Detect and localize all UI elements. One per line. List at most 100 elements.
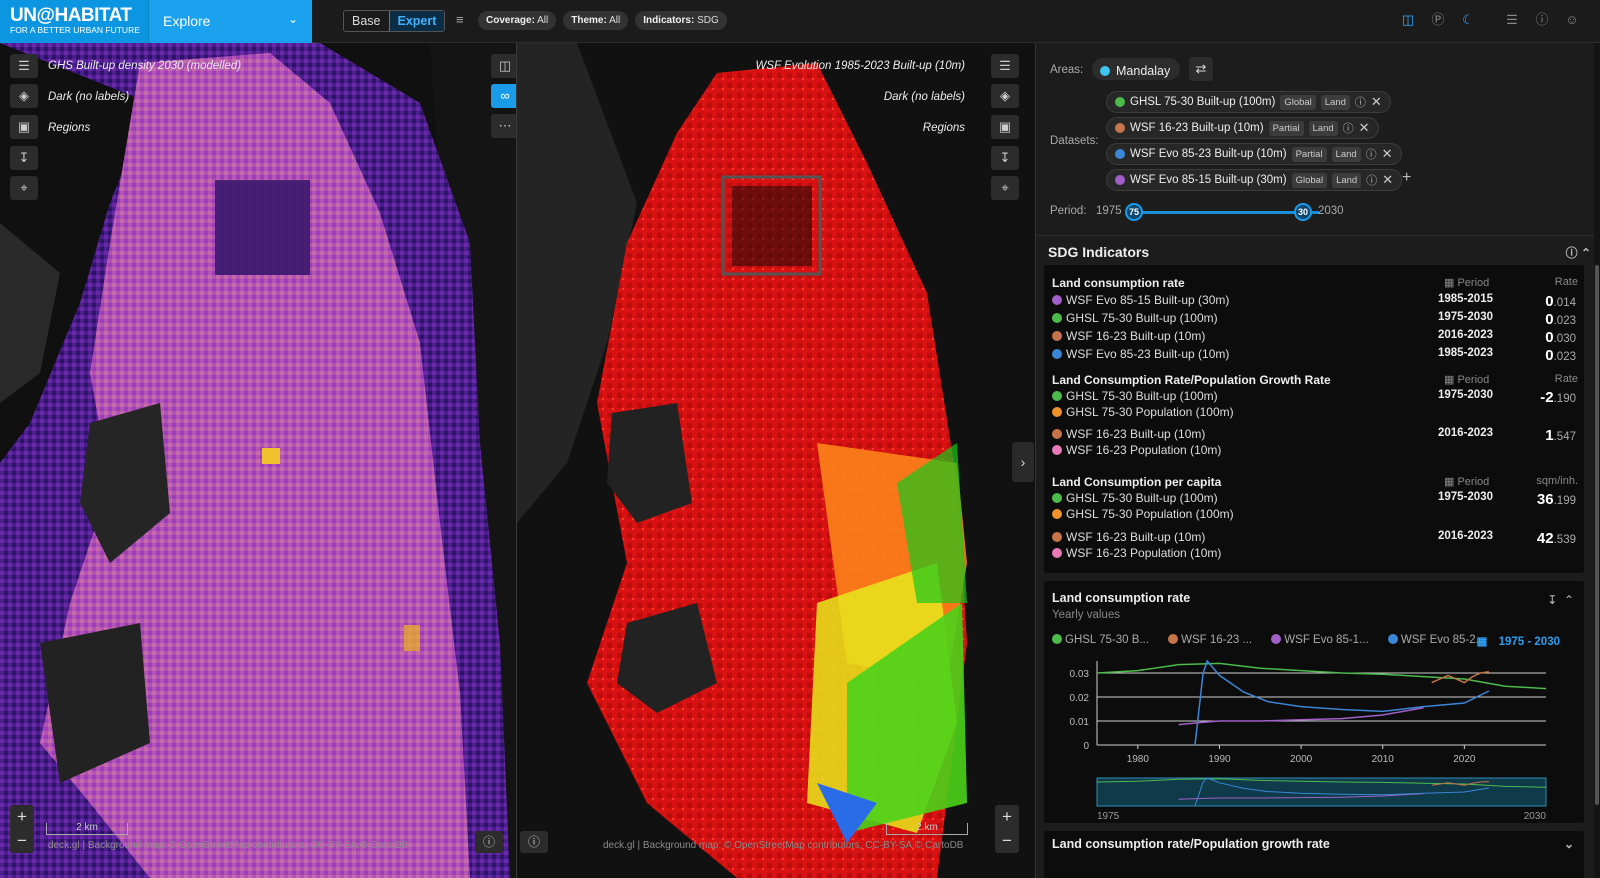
close-icon[interactable]: ✕ xyxy=(1370,94,1382,109)
dataset-color-dot xyxy=(1052,407,1062,417)
explore-dropdown[interactable]: Explore ⌄ xyxy=(148,0,312,43)
period-column-header: ▦ Period xyxy=(1444,276,1489,289)
dataset-name: WSF 16-23 Built-up (10m) xyxy=(1130,122,1264,134)
chevron-up-icon[interactable]: ⌃ xyxy=(1563,593,1574,607)
map-left[interactable]: ☰ GHS Built-up density 2030 (modelled) ◈… xyxy=(0,43,516,878)
dataset-color-dot xyxy=(1052,429,1062,439)
info-icon[interactable]: ⓘ xyxy=(1354,97,1366,109)
map-attribution: deck.gl | Background map: © OpenStreetMa… xyxy=(603,840,964,851)
dataset-chip[interactable]: GHSL 75-30 Built-up (100m) Global Land ⓘ… xyxy=(1106,91,1391,113)
period-end-handle[interactable]: 30 xyxy=(1294,203,1312,221)
map-info-icon[interactable]: ⓘ xyxy=(520,831,548,853)
close-icon[interactable]: ✕ xyxy=(1381,146,1393,161)
map-info-icon[interactable]: ⓘ xyxy=(475,831,503,853)
dataset-chip[interactable]: WSF Evo 85-15 Built-up (30m) Global Land… xyxy=(1106,169,1403,191)
value-integer: 0 xyxy=(1545,293,1554,310)
regions-icon[interactable]: ▣ xyxy=(991,115,1019,139)
period-column-header: ▦ Period xyxy=(1444,475,1489,488)
layers-stack-icon[interactable]: ☰ xyxy=(991,54,1019,78)
unit-column-header: sqm/inh. xyxy=(1536,475,1578,487)
coverage-chip[interactable]: Coverage: All xyxy=(478,11,557,30)
chevron-down-icon[interactable]: ⌄ xyxy=(1563,837,1574,851)
settings-sliders-icon[interactable]: ☰ xyxy=(1506,12,1518,27)
download-icon[interactable]: ↧ xyxy=(1547,593,1558,607)
zoom-out-button[interactable]: − xyxy=(17,831,27,850)
dataset-color-dot xyxy=(1052,532,1062,542)
info-icon[interactable]: ⓘ xyxy=(1342,123,1354,135)
map-split-divider[interactable] xyxy=(516,43,517,878)
period-max: 2030 xyxy=(1318,205,1344,217)
compare-icon[interactable]: ◫ xyxy=(491,54,516,78)
brand-logo[interactable]: UN@HABITAT FOR A BETTER URBAN FUTURE xyxy=(0,0,148,43)
mode-expert-button[interactable]: Expert xyxy=(388,11,445,31)
value-integer: 42 xyxy=(1536,530,1554,547)
info-icon[interactable]: ⓘ xyxy=(1535,12,1549,27)
indicator-row: WSF Evo 85-23 Built-up (10m) 1985-2023 0.0… xyxy=(1052,347,1576,364)
value-decimal: .023 xyxy=(1553,351,1576,363)
expand-panel-button[interactable]: › xyxy=(1012,442,1034,482)
close-icon[interactable]: ✕ xyxy=(1358,120,1370,135)
chevron-up-icon[interactable]: ⌃ xyxy=(1580,246,1591,260)
dark-mode-icon[interactable]: ☾ xyxy=(1462,12,1474,27)
info-icon[interactable]: ⓘ xyxy=(1365,149,1377,161)
line-chart[interactable]: 0 0.01 0.02 0.03 1980 1990 2000 2010 2020 1975 203… xyxy=(1044,653,1584,828)
basemap-icon[interactable]: ◈ xyxy=(10,84,38,108)
scroll-thumb[interactable] xyxy=(1595,265,1599,805)
download-icon[interactable]: ↧ xyxy=(10,146,38,170)
zoom-out-button[interactable]: − xyxy=(1002,831,1012,850)
value-decimal: .014 xyxy=(1553,297,1576,309)
legend-dot xyxy=(1271,634,1282,644)
date-range-button[interactable]: ▦ 1975 - 2030 xyxy=(1477,634,1568,648)
split-view-icon[interactable]: ◫ xyxy=(1401,12,1415,27)
locate-icon[interactable]: ⌖ xyxy=(991,176,1019,200)
value-integer: 0 xyxy=(1545,329,1554,346)
legend-item[interactable]: WSF Evo 85-2... xyxy=(1387,634,1493,646)
indicator-row: WSF Evo 85-15 Built-up (30m) 1985-2015 0.0… xyxy=(1052,293,1576,310)
mode-base-button[interactable]: Base xyxy=(352,14,381,28)
indicators-chip[interactable]: Indicators: SDG xyxy=(635,11,727,30)
info-icon[interactable]: ⓘ xyxy=(1565,246,1578,260)
dataset-chip[interactable]: WSF Evo 85-23 Built-up (10m) Partial Lan… xyxy=(1106,143,1402,165)
more-options-icon[interactable]: ⋯ xyxy=(491,114,516,138)
area-chip[interactable]: Mandalay xyxy=(1092,58,1181,80)
dataset-color-dot xyxy=(1052,349,1062,359)
indicator-value: 0.014 xyxy=(1545,293,1576,310)
indicator-row: GHSL 75-30 Population (100m) xyxy=(1052,405,1576,421)
y-tick-label: 0.02 xyxy=(1070,693,1090,704)
lcr-pgr-chart-card[interactable]: Land consumption rate/Population growth … xyxy=(1044,831,1584,878)
value-integer: 1 xyxy=(1545,427,1554,444)
period-start-handle[interactable]: 75 xyxy=(1125,203,1143,221)
regions-icon[interactable]: ▣ xyxy=(10,115,38,139)
dataset-name: GHSL 75-30 Built-up (100m) xyxy=(1066,311,1218,325)
map-right-regions-label: Regions xyxy=(922,122,965,134)
mode-toggle: Base Expert xyxy=(343,10,446,32)
info-icon[interactable]: ⓘ xyxy=(1366,175,1378,187)
add-dataset-icon[interactable]: + xyxy=(1402,169,1412,186)
filter-icon[interactable]: ≡ xyxy=(456,12,464,27)
swap-icon[interactable]: ⇄ xyxy=(1189,57,1213,81)
dataset-name: WSF 16-23 Built-up (10m) xyxy=(1066,530,1206,544)
legend-item[interactable]: WSF 16-23 ... xyxy=(1168,634,1260,646)
download-icon[interactable]: ↧ xyxy=(991,146,1019,170)
currency-icon[interactable]: Ⓟ xyxy=(1431,12,1445,27)
datasets-label: Datasets: xyxy=(1050,135,1099,147)
legend-item[interactable]: WSF Evo 85-1... xyxy=(1271,634,1376,646)
panel-scrollbar[interactable] xyxy=(1594,43,1600,878)
period-slider-track[interactable] xyxy=(1141,211,1319,214)
close-icon[interactable]: ✕ xyxy=(1382,172,1394,187)
layers-stack-icon[interactable]: ☰ xyxy=(10,54,38,78)
sdg-indicators-header[interactable]: SDG Indicators ⓘ ⌃ xyxy=(1036,235,1600,265)
legend-item[interactable]: GHSL 75-30 B... xyxy=(1052,634,1157,646)
dataset-chip[interactable]: WSF 16-23 Built-up (10m) Partial Land ⓘ … xyxy=(1106,117,1379,139)
locate-icon[interactable]: ⌖ xyxy=(10,176,38,200)
basemap-icon[interactable]: ◈ xyxy=(991,84,1019,108)
link-maps-icon[interactable]: ∞ xyxy=(491,84,516,108)
zoom-in-button[interactable]: + xyxy=(1002,807,1012,826)
map-right-basemap-label: Dark (no labels) xyxy=(883,91,965,103)
dataset-name: WSF Evo 85-23 Built-up (10m) xyxy=(1066,347,1230,361)
sdg-header-icons: ⓘ ⌃ xyxy=(1566,244,1591,261)
zoom-in-button[interactable]: + xyxy=(17,807,27,826)
user-icon[interactable]: ☺ xyxy=(1565,12,1579,27)
theme-chip[interactable]: Theme: All xyxy=(563,11,629,30)
map-right[interactable]: WSF Evolution 1985-2023 Built-up (10m) ☰… xyxy=(517,43,1035,878)
